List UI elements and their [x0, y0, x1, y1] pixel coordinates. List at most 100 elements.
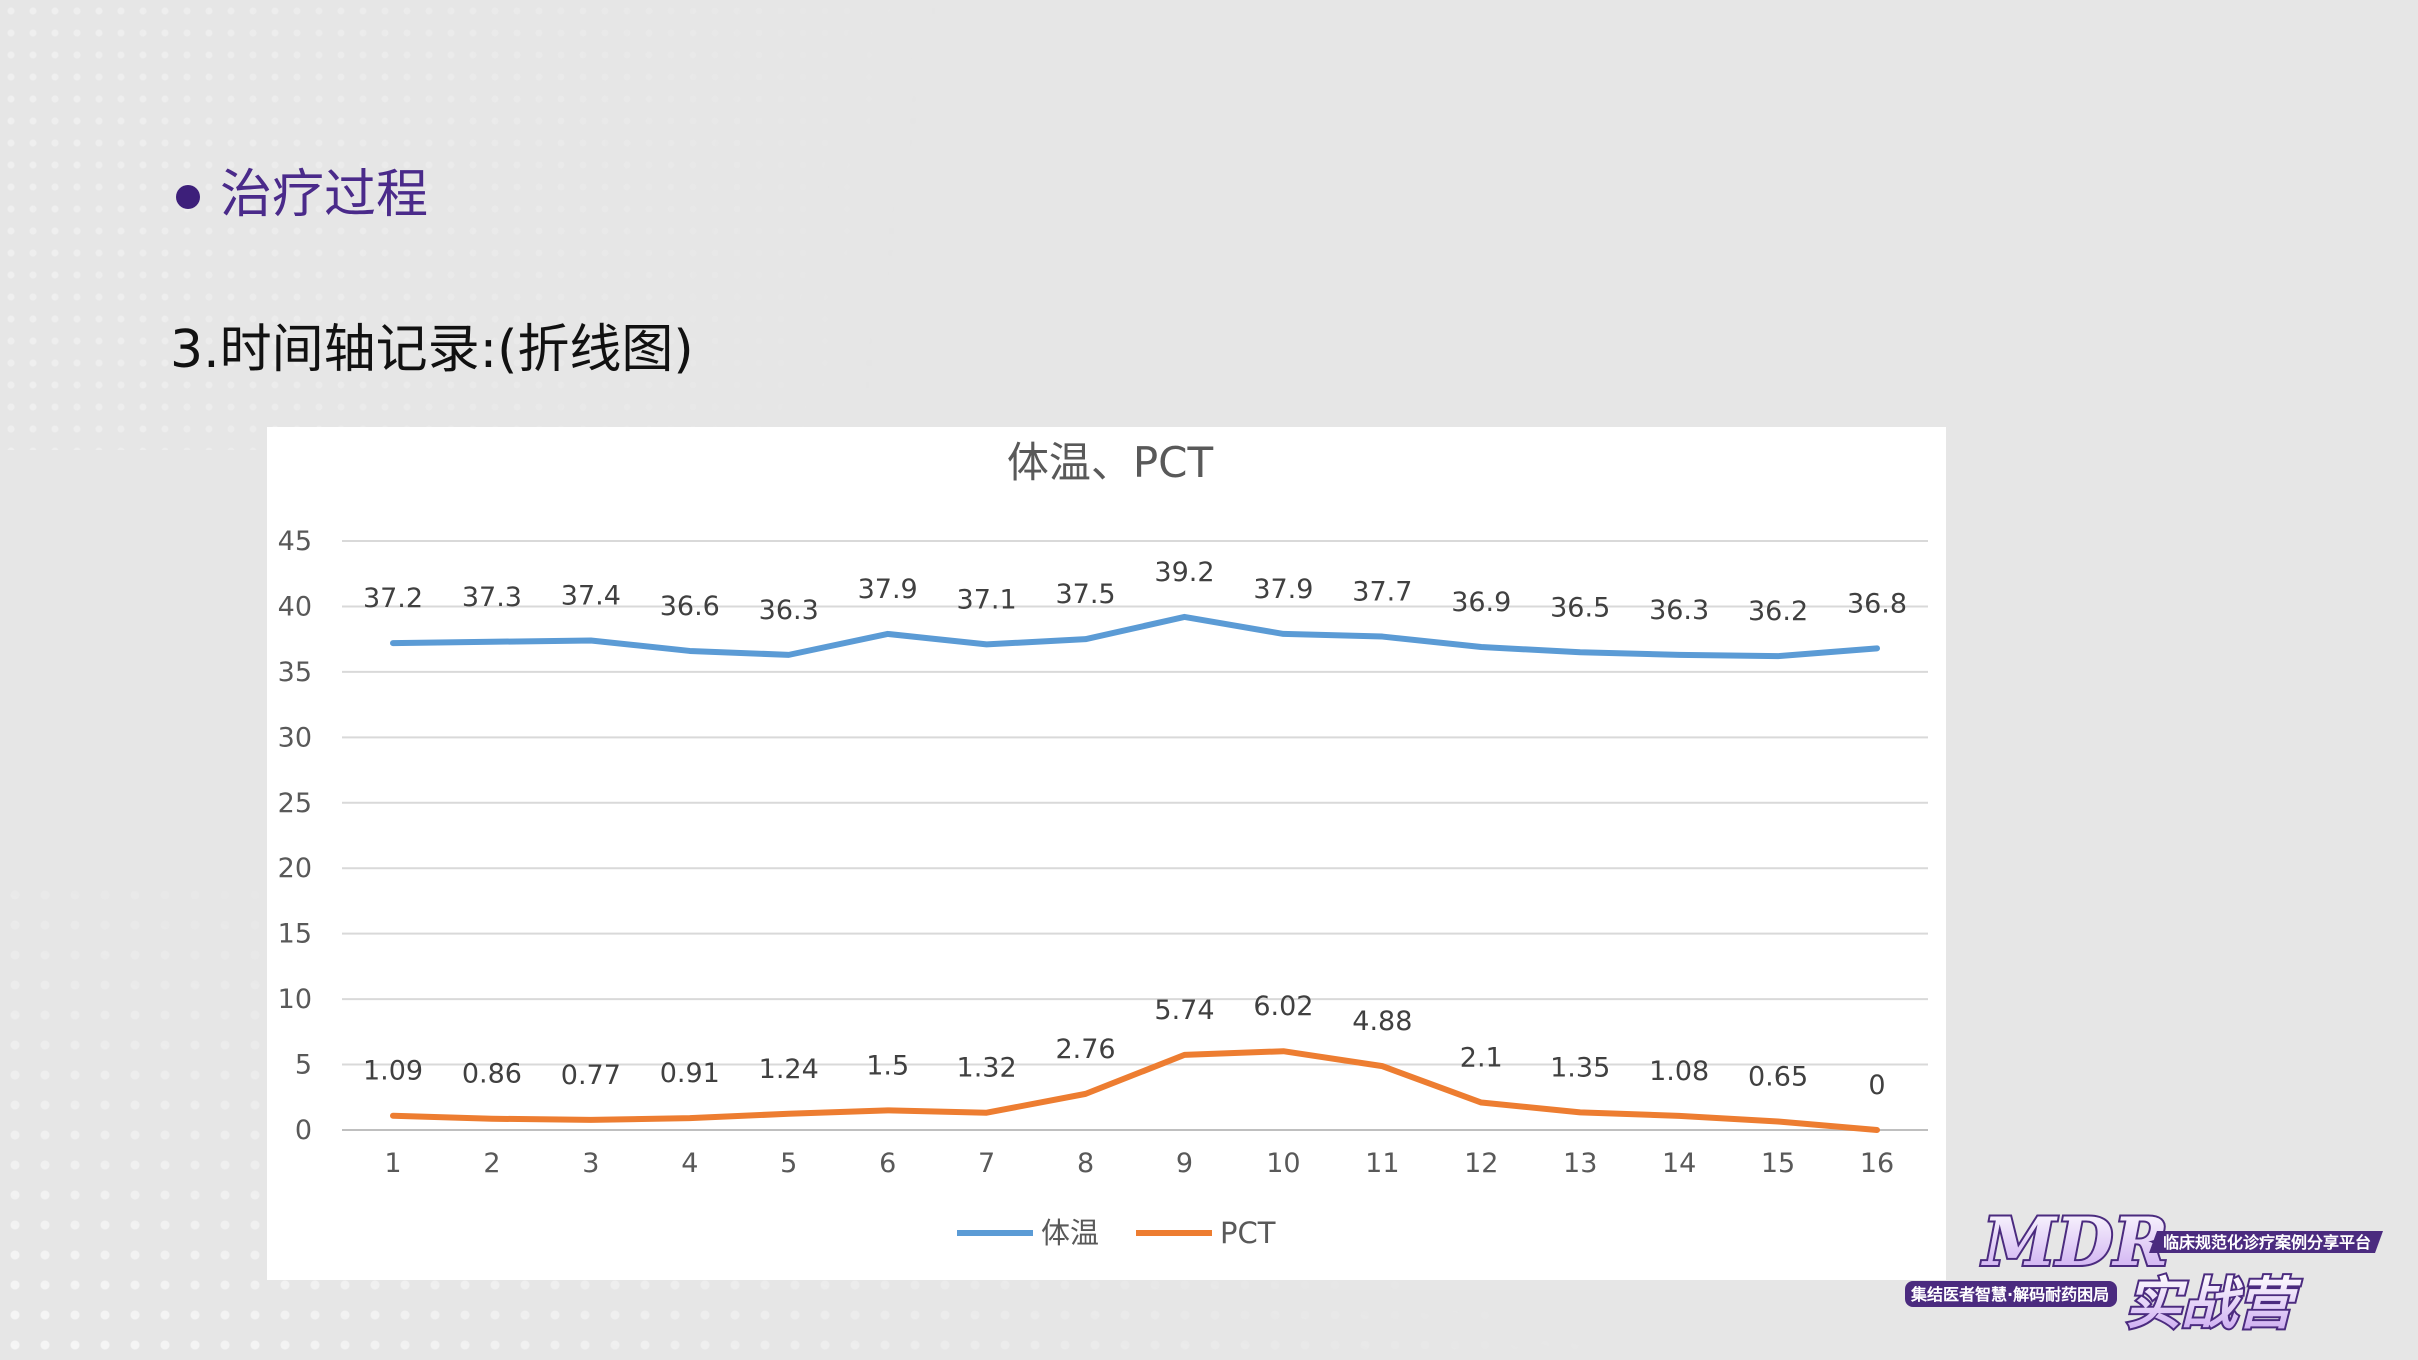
data-label: 1.5 [866, 1050, 909, 1081]
data-point [787, 653, 790, 656]
section-heading: 治疗过程 [220, 165, 429, 225]
logo-tagline: 临床规范化诊疗案例分享平台 [2163, 1233, 2371, 1252]
y-tick-label: 10 [278, 984, 312, 1015]
y-tick-label: 0 [295, 1115, 312, 1146]
y-tick-label: 40 [278, 591, 312, 622]
data-point [1678, 653, 1681, 656]
x-tick-label: 15 [1761, 1148, 1795, 1179]
chart-title: 体温、PCT [1007, 438, 1214, 487]
bullet-icon [176, 185, 200, 209]
data-label: 0.91 [660, 1058, 720, 1089]
data-label: 37.2 [363, 583, 423, 614]
data-label: 0.77 [561, 1060, 621, 1091]
data-label: 2.1 [1460, 1043, 1503, 1074]
y-tick-label: 45 [278, 526, 312, 557]
data-label: 4.88 [1352, 1006, 1412, 1037]
data-label: 36.8 [1847, 588, 1907, 619]
x-tick-label: 8 [1077, 1148, 1094, 1179]
data-point [1183, 615, 1186, 618]
x-tick-label: 2 [483, 1148, 500, 1179]
data-point [392, 1114, 394, 1117]
data-point [1282, 632, 1285, 635]
data-point [688, 649, 691, 652]
data-label: 1.32 [957, 1053, 1017, 1084]
y-tick-label: 30 [278, 722, 312, 753]
x-tick-label: 12 [1464, 1148, 1498, 1179]
series-line-pct [390, 1048, 1880, 1133]
data-label: 36.2 [1748, 596, 1808, 627]
data-label: 39.2 [1154, 557, 1214, 588]
data-label: 36.5 [1550, 592, 1610, 623]
data-point [1876, 1129, 1878, 1131]
y-tick-label: 20 [278, 853, 312, 884]
data-label: 36.6 [660, 591, 720, 622]
data-point [1579, 1111, 1582, 1114]
legend-label: 体温 [1041, 1216, 1099, 1250]
data-point [1777, 1120, 1780, 1123]
data-point [985, 643, 988, 646]
x-tick-label: 3 [582, 1148, 599, 1179]
data-label: 37.9 [1253, 574, 1313, 605]
x-tick-label: 16 [1860, 1148, 1894, 1179]
data-label: 36.3 [1649, 595, 1709, 626]
data-point [1084, 1092, 1087, 1095]
section-subtitle: 3.时间轴记录:(折线图) [170, 320, 694, 380]
data-label: 37.9 [858, 574, 918, 605]
data-label: 5.74 [1154, 995, 1214, 1026]
x-tick-label: 7 [978, 1148, 995, 1179]
x-tick-label: 5 [780, 1148, 797, 1179]
data-point [1579, 651, 1582, 654]
data-point [392, 642, 394, 645]
y-tick-label: 35 [278, 657, 312, 688]
data-point [589, 1118, 592, 1121]
data-point [1183, 1053, 1186, 1056]
line-chart: 体温、PCT 0 5 10 15 20 25 30 35 40 45 1 2 3 4 5 6 7 8 9 10 11 12… [267, 427, 1946, 1280]
data-label: 0.86 [462, 1059, 522, 1090]
x-tick-label: 13 [1563, 1148, 1597, 1179]
data-point [1381, 635, 1384, 638]
data-point [1876, 647, 1878, 650]
x-tick-label: 9 [1176, 1148, 1193, 1179]
data-point [1480, 646, 1483, 649]
data-point [490, 1117, 493, 1120]
data-point [1282, 1050, 1285, 1053]
logo-main: MDR [1981, 1205, 2168, 1281]
mdr-logo: MDR 临床规范化诊疗案例分享平台 集结医者智慧·解码耐药困局 实战营 [1905, 1205, 2383, 1335]
data-label: 37.3 [462, 582, 522, 613]
data-point [1480, 1101, 1483, 1104]
data-label: 1.24 [759, 1054, 819, 1085]
y-tick-label: 25 [278, 788, 312, 819]
data-label: 0.65 [1748, 1061, 1808, 1092]
data-point [1084, 638, 1087, 641]
data-label: 1.35 [1550, 1052, 1610, 1083]
data-point [688, 1117, 691, 1120]
series-line-temperature [390, 613, 1880, 660]
data-label: 1.09 [363, 1056, 423, 1087]
data-label: 37.5 [1055, 579, 1115, 610]
x-tick-label: 10 [1266, 1148, 1300, 1179]
background-dots [0, 0, 1300, 450]
data-label: 37.7 [1352, 577, 1412, 608]
data-point [886, 1109, 889, 1112]
y-tick-label: 15 [278, 919, 312, 950]
data-label: 0 [1868, 1070, 1885, 1101]
x-tick-label: 6 [879, 1148, 896, 1179]
data-label: 36.9 [1451, 587, 1511, 618]
logo-sub: 实战营 [2125, 1272, 2302, 1335]
logo-slogan: 集结医者智慧·解码耐药困局 [1910, 1285, 2109, 1304]
x-tick-label: 11 [1365, 1148, 1399, 1179]
data-point [1777, 655, 1780, 658]
data-point [1381, 1065, 1384, 1068]
data-point [1678, 1114, 1681, 1117]
data-point [886, 632, 889, 635]
data-point [985, 1111, 988, 1114]
data-label: 1.08 [1649, 1056, 1709, 1087]
data-label: 36.3 [759, 595, 819, 626]
data-label: 6.02 [1253, 991, 1313, 1022]
data-point [490, 640, 493, 643]
data-point [589, 639, 592, 642]
x-tick-label: 14 [1662, 1148, 1696, 1179]
data-label: 2.76 [1055, 1034, 1115, 1065]
x-tick-label: 4 [681, 1148, 698, 1179]
